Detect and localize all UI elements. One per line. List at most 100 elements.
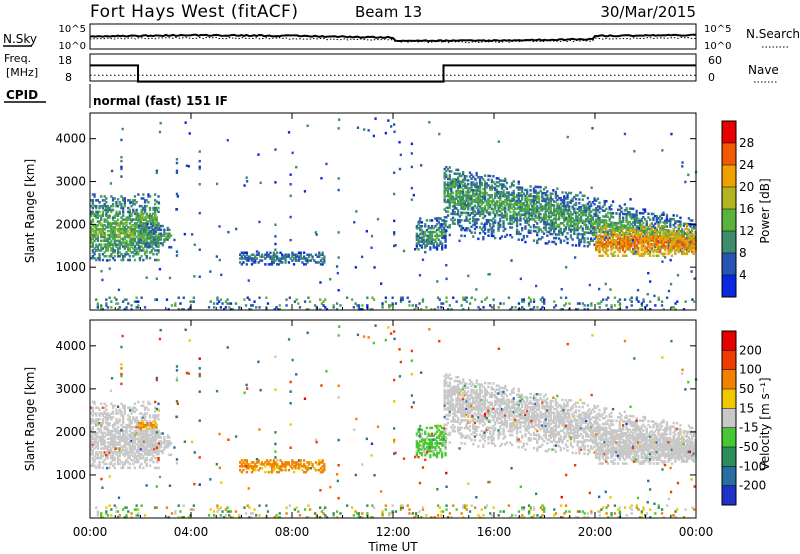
power-cell <box>103 239 106 243</box>
power-cell <box>118 251 121 254</box>
velocity-cell <box>150 427 153 431</box>
power-cell <box>154 244 158 247</box>
power-cell <box>482 197 485 200</box>
power-cell <box>467 213 470 217</box>
power-cell <box>558 216 561 219</box>
power-cell <box>578 209 581 213</box>
power-cell <box>595 235 598 239</box>
power-cell <box>287 255 291 258</box>
power-cell <box>542 215 546 218</box>
power-cell <box>123 255 126 258</box>
velocity-cell <box>93 412 96 415</box>
power-cell <box>484 298 487 301</box>
power-cell <box>157 222 160 225</box>
power-cell <box>628 211 632 214</box>
velocity-cell <box>122 437 125 440</box>
power-cell <box>561 191 564 194</box>
power-cell <box>595 246 598 250</box>
power-cell <box>576 207 579 211</box>
power-cell <box>106 206 110 210</box>
velocity-cell <box>100 451 103 454</box>
power-cell <box>532 197 536 200</box>
power-cell <box>441 223 444 226</box>
power-cell <box>247 279 250 282</box>
velocity-cell <box>96 423 99 427</box>
power-cell <box>138 246 141 249</box>
power-cell <box>652 212 655 216</box>
power-cell <box>638 223 642 226</box>
velocity-cell <box>108 445 111 448</box>
velocity-cell <box>108 437 111 440</box>
power-cell <box>487 201 490 205</box>
power-cell <box>149 222 153 226</box>
power-cell <box>517 186 520 189</box>
power-cell <box>123 229 126 233</box>
power-cell <box>465 200 468 203</box>
velocity-cell <box>132 449 135 452</box>
power-cell <box>563 212 566 215</box>
power-cell <box>462 296 465 299</box>
power-cell <box>446 195 450 198</box>
power-cell <box>652 218 655 222</box>
power-cell <box>468 194 472 198</box>
power-cell <box>133 233 137 237</box>
power-cell <box>547 203 551 207</box>
power-cell <box>115 212 118 216</box>
power-cell <box>549 205 552 209</box>
power-cell <box>125 298 128 301</box>
power-cell <box>541 236 544 239</box>
velocity-cell <box>113 429 116 433</box>
power-cell <box>576 308 579 311</box>
power-cell <box>652 248 655 252</box>
power-cell <box>566 205 569 208</box>
power-cell <box>492 211 495 215</box>
power-cell <box>184 121 187 124</box>
power-cell <box>329 278 332 281</box>
velocity-cell <box>137 458 140 462</box>
power-cell <box>120 253 123 256</box>
power-cell <box>558 212 561 215</box>
power-cell <box>444 238 447 241</box>
velocity-cell <box>91 443 94 446</box>
power-cell <box>319 281 322 284</box>
power-cell <box>660 226 664 230</box>
power-cell <box>521 207 524 211</box>
power-cell <box>692 227 696 230</box>
power-cell <box>689 225 692 228</box>
power-cell <box>500 204 504 207</box>
power-cell <box>96 233 99 237</box>
power-cell <box>445 173 448 177</box>
power-cell <box>600 220 603 224</box>
power-cell <box>443 190 446 194</box>
power-cell <box>473 193 477 196</box>
power-cell <box>500 191 504 194</box>
power-cell <box>622 220 625 223</box>
power-cell <box>670 239 674 242</box>
power-cell <box>502 179 505 182</box>
velocity-cell <box>91 437 94 440</box>
power-cell <box>453 185 456 189</box>
power-cell <box>492 234 495 238</box>
power-cell <box>246 296 249 299</box>
power-cell <box>682 224 685 227</box>
power-cell <box>645 233 648 236</box>
power-cell <box>623 226 626 229</box>
power-cell <box>161 242 164 245</box>
power-cell <box>633 243 636 246</box>
velocity-cell <box>122 431 125 435</box>
power-cell <box>509 207 512 210</box>
power-cell <box>497 306 500 309</box>
power-cell <box>571 213 574 216</box>
power-cell <box>95 224 98 227</box>
power-cell <box>645 248 648 252</box>
power-cell <box>153 240 156 243</box>
velocity-cell <box>103 439 106 442</box>
velocity-cell <box>137 451 140 454</box>
power-cell <box>93 256 96 260</box>
velocity-cell <box>157 418 160 421</box>
power-cell <box>128 212 131 216</box>
power-cell <box>625 207 628 210</box>
power-cell <box>450 179 453 183</box>
power-cell <box>571 199 574 203</box>
power-cell <box>450 189 453 192</box>
